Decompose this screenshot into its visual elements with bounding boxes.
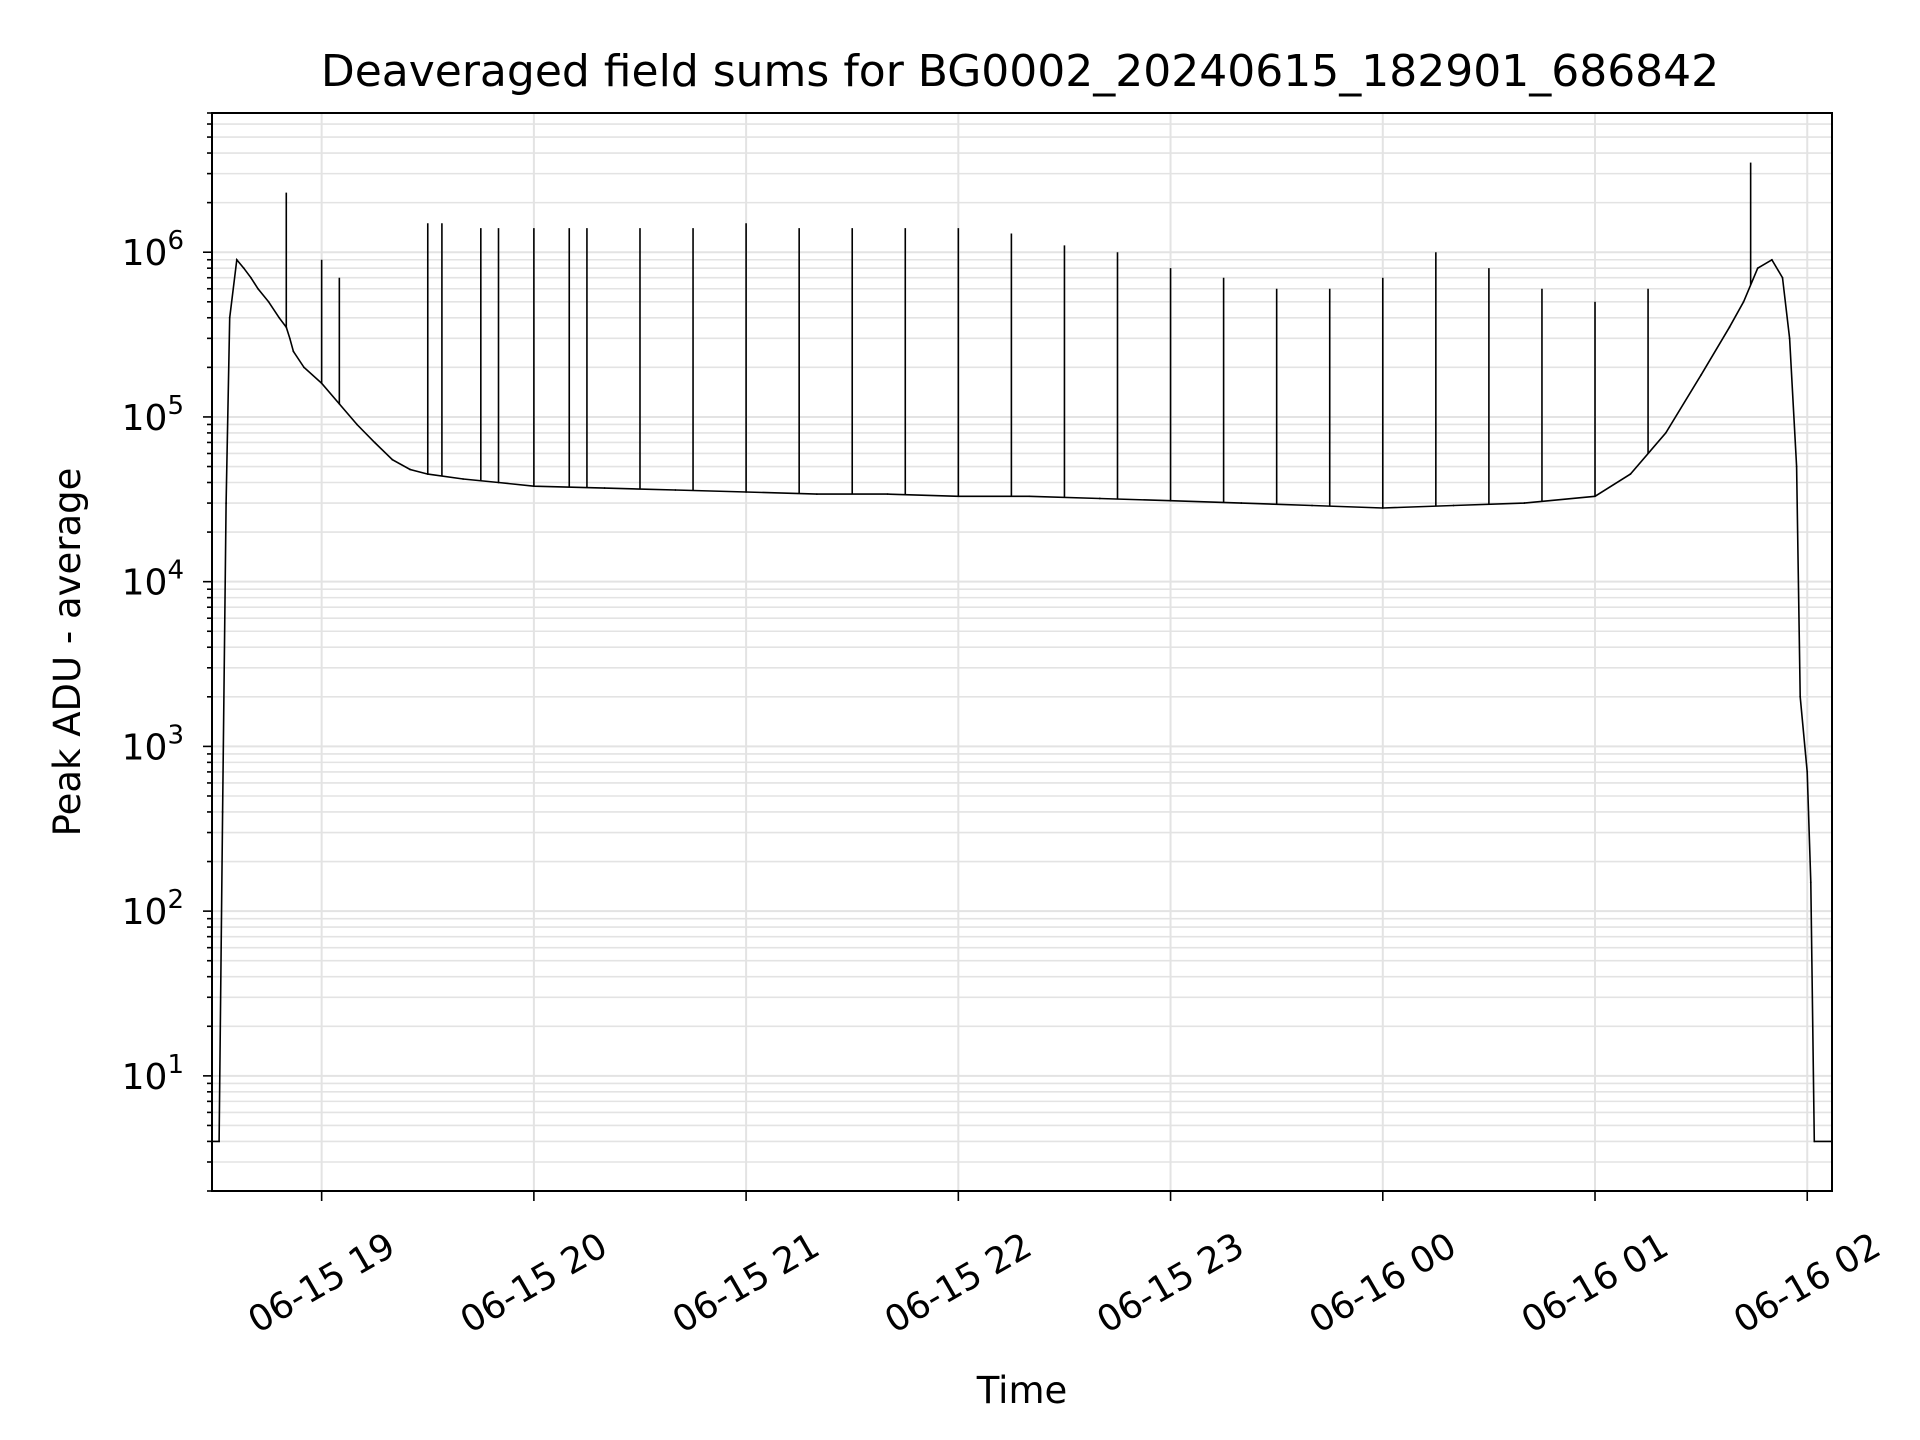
data-point [221,811,224,813]
data-point [1728,326,1731,329]
y-tick-label: 104 [122,556,184,604]
data-point [1813,1140,1816,1143]
data-point [373,441,376,444]
y-tick-label: 106 [122,226,184,274]
y-tick-label: 101 [122,1050,184,1098]
data-point [409,468,411,471]
data-point [815,493,818,496]
y-tick-label: 102 [122,885,184,933]
data-point [886,493,889,496]
data-point [228,316,231,319]
plot-area [211,162,1833,1143]
data-point [225,502,228,504]
data-point [1311,504,1313,507]
data-point [1523,502,1526,504]
data-point [1770,258,1773,261]
chart-title: Deaveraged field sums for BG0002_2024061… [321,46,1719,97]
data-point [278,316,281,319]
data-point [1629,473,1632,475]
data-point [1799,695,1802,698]
data-point [292,350,295,353]
data-point [391,458,394,461]
data-point [288,337,291,340]
x-axis-label: Time [976,1369,1068,1412]
data-point [218,1140,220,1143]
data-point [462,478,465,480]
data-point [267,300,270,303]
data-point [257,287,259,290]
data-point [1756,267,1759,270]
data-point [1788,337,1791,340]
data-point [1809,881,1812,884]
data-point [242,267,245,270]
data-point [1028,495,1030,498]
data-point [1700,373,1703,376]
data-point [1806,771,1809,773]
data-point [303,366,305,369]
data-point [250,276,252,279]
plot-frame [211,112,1833,1192]
data-point [1795,465,1798,468]
y-tick-label: 105 [122,391,184,439]
data-point [1781,276,1784,279]
data-point [1452,504,1455,507]
data-point [235,258,238,261]
data-point [1240,502,1243,504]
data-point [1098,497,1101,500]
y-axis-label: Peak ADU - average [46,468,89,837]
data-point [356,423,358,426]
data-point [1664,432,1667,434]
data-point [603,487,606,489]
data-point [674,489,677,491]
data-point [1742,300,1745,303]
y-tick-label: 103 [122,720,184,768]
